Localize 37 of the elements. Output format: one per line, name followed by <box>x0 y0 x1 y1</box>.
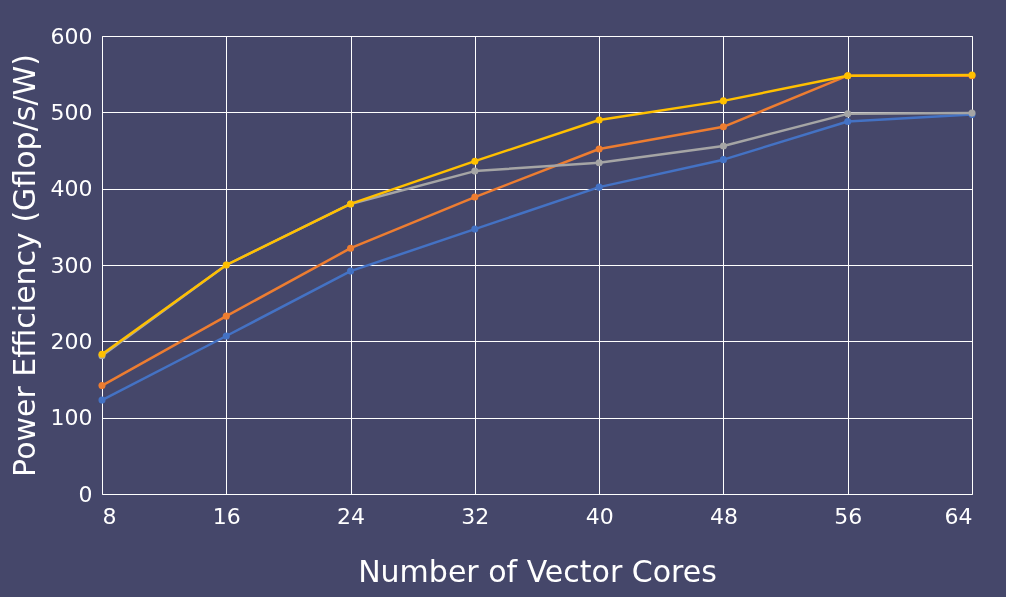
x-tick-label: 40 <box>585 503 614 529</box>
y-tick-label: 400 <box>50 176 93 202</box>
x-tick-label: 8 <box>102 503 117 529</box>
point <box>222 312 230 320</box>
y-tick-label: 100 <box>50 405 93 431</box>
x-tick-label: 48 <box>709 503 738 529</box>
point <box>98 396 106 404</box>
x-axis-title: Number of Vector Cores <box>358 553 717 589</box>
point <box>471 157 479 165</box>
point <box>471 225 479 233</box>
point <box>719 123 727 131</box>
x-tick-label: 24 <box>337 503 366 529</box>
point <box>595 116 603 124</box>
y-tick-label: 600 <box>50 23 93 49</box>
y-tick-label: 300 <box>50 252 93 278</box>
point <box>595 159 603 167</box>
point <box>844 117 852 126</box>
point <box>595 145 603 153</box>
x-tick-label: 64 <box>944 503 973 529</box>
point <box>844 110 852 118</box>
y-axis-title: Power Efficiency (Gflop/s/W) <box>6 54 42 477</box>
x-tick-label: 32 <box>461 503 490 529</box>
y-tick-label: 500 <box>50 99 93 125</box>
point <box>98 382 106 390</box>
point <box>347 267 355 275</box>
x-tick-label: 56 <box>834 503 863 529</box>
point <box>719 156 727 164</box>
point <box>471 193 479 201</box>
point <box>719 142 727 150</box>
point <box>347 244 355 252</box>
point <box>719 97 727 105</box>
y-tick-label: 0 <box>78 481 93 507</box>
y-tick-label: 200 <box>50 328 93 354</box>
x-tick-label: 16 <box>212 503 241 529</box>
point <box>595 183 603 191</box>
point <box>222 332 230 340</box>
point <box>471 167 479 175</box>
